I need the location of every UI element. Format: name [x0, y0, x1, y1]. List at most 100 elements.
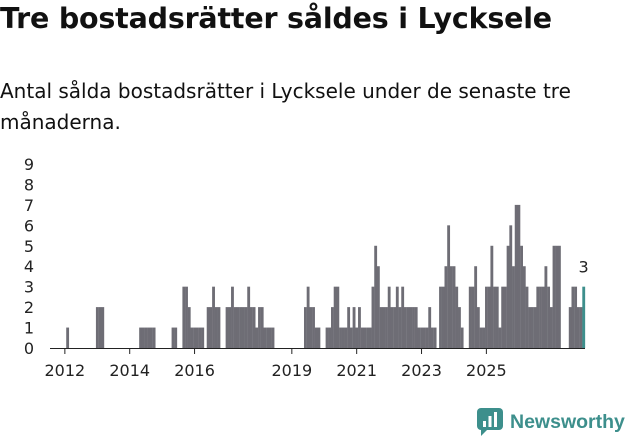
- last-value-label: 3: [579, 258, 589, 277]
- bar: [328, 327, 332, 348]
- bar: [258, 307, 261, 348]
- bar: [455, 286, 459, 348]
- bar: [268, 327, 272, 348]
- y-axis-ticks: 01 23 45 67 89: [24, 155, 34, 358]
- bar: [414, 307, 418, 348]
- bar: [495, 286, 499, 348]
- bar: [449, 266, 453, 348]
- x-tick-label: 2025: [466, 361, 507, 380]
- bar: [355, 327, 359, 348]
- bar: [255, 327, 259, 348]
- bar: [576, 307, 580, 348]
- bar: [430, 327, 434, 348]
- bar: [490, 245, 494, 348]
- bar: [66, 327, 70, 348]
- bar: [331, 307, 334, 348]
- bar: [428, 307, 432, 348]
- bar: [528, 307, 532, 348]
- bar: [187, 307, 191, 348]
- bar: [385, 307, 388, 348]
- bar: [444, 266, 448, 348]
- bar: [317, 327, 321, 348]
- bar: [95, 307, 99, 348]
- bar: [271, 327, 275, 348]
- bar: [182, 286, 186, 348]
- bar: [539, 286, 542, 348]
- bar: [571, 286, 575, 348]
- bar: [217, 307, 221, 348]
- y-tick-label: 4: [24, 257, 34, 276]
- bar: [314, 327, 318, 348]
- bar: [349, 327, 353, 348]
- bar: [525, 286, 529, 348]
- y-tick-label: 5: [24, 237, 34, 256]
- bar: [247, 286, 251, 348]
- bar: [239, 307, 242, 348]
- bar: [422, 327, 426, 348]
- bar: [547, 286, 551, 348]
- bar: [374, 245, 378, 348]
- bar: [344, 327, 348, 348]
- bar: [266, 327, 270, 348]
- x-tick-label: 2023: [401, 361, 442, 380]
- bar: [520, 245, 523, 348]
- bar: [395, 286, 399, 348]
- bar: [225, 307, 229, 348]
- x-tick-label: 2016: [174, 361, 215, 380]
- bar: [190, 327, 194, 348]
- bar: [141, 327, 145, 348]
- bar: [533, 307, 537, 348]
- bar: [471, 286, 475, 348]
- bar: [439, 286, 442, 348]
- newsworthy-logo: Newsworthy: [476, 406, 625, 438]
- bar: [498, 327, 502, 348]
- bar: [98, 307, 102, 348]
- bar: [433, 327, 437, 348]
- bar: [360, 327, 364, 348]
- bar: [403, 307, 407, 348]
- bar: [263, 327, 267, 348]
- bar: [506, 245, 510, 348]
- bar: [406, 307, 410, 348]
- bar: [325, 327, 329, 348]
- bar: [306, 286, 310, 348]
- bar: [363, 327, 367, 348]
- bar: [485, 286, 488, 348]
- y-tick-label: 8: [24, 175, 34, 194]
- bar: [241, 307, 245, 348]
- bar: [333, 286, 337, 348]
- bar: [420, 327, 424, 348]
- bar: [195, 327, 199, 348]
- bar: [412, 307, 415, 348]
- bar: [228, 307, 232, 348]
- bar: [474, 266, 478, 348]
- bar: [398, 307, 402, 348]
- bar: [479, 327, 483, 348]
- bar: [458, 307, 461, 348]
- bar: [193, 327, 197, 348]
- bar: [541, 286, 545, 348]
- bar: [244, 307, 248, 348]
- bar: [409, 307, 413, 348]
- bar: [579, 307, 583, 348]
- bar: [252, 307, 256, 348]
- bar: [209, 307, 213, 348]
- bar: [144, 327, 148, 348]
- chart-title: Tre bostadsrätter såldes i Lycksele: [0, 2, 552, 35]
- bar: [503, 286, 507, 348]
- bar: [382, 307, 386, 348]
- bar: [152, 327, 156, 348]
- bar: [517, 204, 521, 348]
- newsworthy-logo-icon: [477, 408, 503, 436]
- bar: [544, 266, 548, 348]
- y-tick-label: 0: [24, 339, 34, 358]
- bar: [214, 307, 218, 348]
- bar: [482, 327, 486, 348]
- bar: [447, 225, 451, 348]
- bar: [336, 286, 340, 348]
- y-tick-label: 6: [24, 216, 34, 235]
- bar: [376, 266, 380, 348]
- bar: [555, 245, 559, 348]
- bar: [341, 327, 345, 348]
